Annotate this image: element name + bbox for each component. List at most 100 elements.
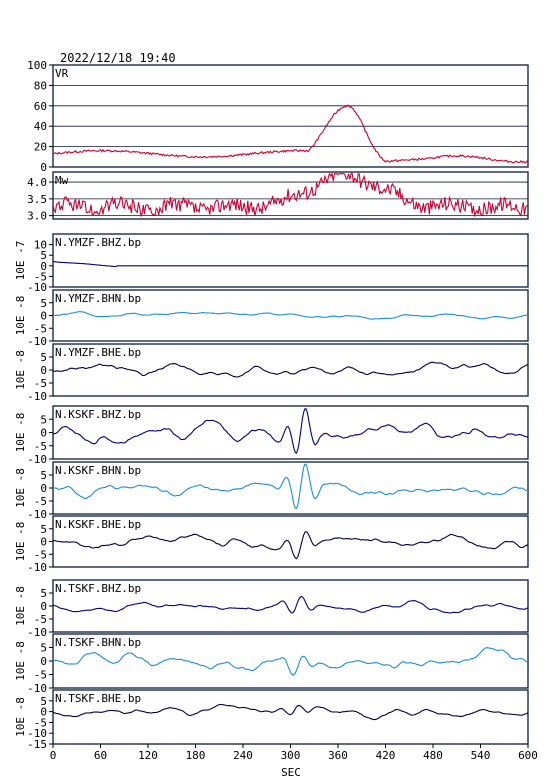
y-tick-label: 0 (40, 161, 47, 174)
y-tick-label: -10 (27, 453, 47, 466)
y-tick-label: 4.0 (27, 176, 47, 189)
series-line (52, 647, 529, 676)
y-tick-label: -10 (27, 281, 47, 294)
series-line (52, 408, 529, 455)
y-tick-label: -10 (27, 508, 47, 521)
y-tick-label: -5 (34, 716, 47, 729)
y-tick-label: -10 (27, 335, 47, 348)
y-unit-label: 10E -8 (14, 413, 27, 453)
y-tick-label: 0 (40, 482, 47, 495)
series-line (52, 361, 529, 378)
y-tick-label: 10 (34, 239, 47, 252)
y-tick-label: 5 (40, 523, 47, 536)
panel-frame (52, 171, 529, 220)
y-tick-label: 60 (34, 100, 47, 113)
y-tick-label: 0 (40, 706, 47, 719)
series-line (52, 104, 529, 164)
y-unit-label: 10E -8 (14, 586, 27, 626)
panel-label: N.TSKF.BHE.bp (55, 692, 141, 705)
y-tick-label: -5 (34, 548, 47, 561)
series-line (52, 261, 528, 268)
panel-label: N.YMZF.BHN.bp (55, 292, 141, 305)
panel-label: N.TSKF.BHN.bp (55, 636, 141, 649)
y-tick-label: 5 (40, 413, 47, 426)
y-tick-label: 5 (40, 587, 47, 600)
x-tick-label: 600 (518, 749, 538, 762)
x-axis: 0 60 120 180 240 300 360 420 480 540 600 (50, 744, 538, 762)
y-tick-label: -5 (34, 377, 47, 390)
series-line (52, 595, 529, 614)
series-line (52, 463, 529, 510)
series-line (52, 703, 529, 721)
x-tick-label: 180 (186, 749, 206, 762)
y-tick-label: 0 (40, 260, 47, 273)
y-tick-label: 40 (34, 120, 47, 133)
y-tick-label: 5 (40, 249, 47, 262)
series-line (53, 530, 529, 560)
timestamp-label: 2022/12/18 19:40 (60, 51, 176, 65)
y-unit-label: 10E -8 (14, 468, 27, 508)
y-tick-label: 0 (40, 427, 47, 440)
panel-label: Mw (55, 174, 69, 187)
y-unit-label: 10E -8 (14, 641, 27, 681)
panel-frame (52, 64, 529, 168)
series-line (53, 311, 529, 320)
y-tick-label: 0 (40, 600, 47, 613)
x-tick-label: 240 (233, 749, 253, 762)
y-tick-label: -5 (34, 669, 47, 682)
panel-label: N.KSKF.BHZ.bp (55, 408, 141, 421)
panel-label: N.TSKF.BHZ.bp (55, 582, 141, 595)
x-axis-label: SEC (281, 766, 301, 779)
panel-2: 4.0 3.5 3.0 Mw (27, 171, 529, 223)
y-tick-label: -15 (27, 738, 47, 751)
y-tick-label: 5 (40, 351, 47, 364)
x-tick-label: 60 (94, 749, 107, 762)
x-tick-label: 300 (281, 749, 301, 762)
y-tick-label: -10 (27, 561, 47, 574)
panel-frame (52, 233, 529, 288)
x-tick-label: 360 (328, 749, 348, 762)
y-tick-label: -10 (27, 682, 47, 695)
y-tick-label: 5 (40, 695, 47, 708)
y-unit-label: 10E -8 (14, 350, 27, 390)
panel-label: VR (55, 67, 69, 80)
y-tick-label: 3.5 (27, 193, 47, 206)
x-tick-label: 120 (138, 749, 158, 762)
y-tick-label: -5 (34, 440, 47, 453)
x-tick-label: 480 (423, 749, 443, 762)
panel-label: N.YMZF.BHZ.bp (55, 236, 141, 249)
panel-label: N.YMZF.BHE.bp (55, 346, 141, 359)
y-tick-label: 20 (34, 141, 47, 154)
y-tick-label: -5 (34, 322, 47, 335)
series-line (52, 171, 529, 218)
panel-label: N.KSKF.BHN.bp (55, 464, 141, 477)
y-unit-label: 10E -8 (14, 522, 27, 562)
y-tick-label: -10 (27, 727, 47, 740)
y-tick-label: -10 (27, 390, 47, 403)
y-tick-label: 80 (34, 79, 47, 92)
y-unit-label: 10E -8 (14, 296, 27, 336)
y-tick-label: 5 (40, 469, 47, 482)
y-tick-label: -5 (34, 495, 47, 508)
panel-label: N.KSKF.BHE.bp (55, 518, 141, 531)
y-tick-label: 0 (40, 655, 47, 668)
x-tick-label: 540 (471, 749, 491, 762)
x-tick-label: 420 (376, 749, 396, 762)
y-tick-label: -10 (27, 626, 47, 639)
y-tick-label: -5 (34, 613, 47, 626)
y-unit-label: 10E -7 (14, 241, 27, 281)
y-tick-label: 5 (40, 642, 47, 655)
y-unit-label: 10E -8 (14, 697, 27, 737)
y-tick-label: 100 (27, 59, 47, 72)
